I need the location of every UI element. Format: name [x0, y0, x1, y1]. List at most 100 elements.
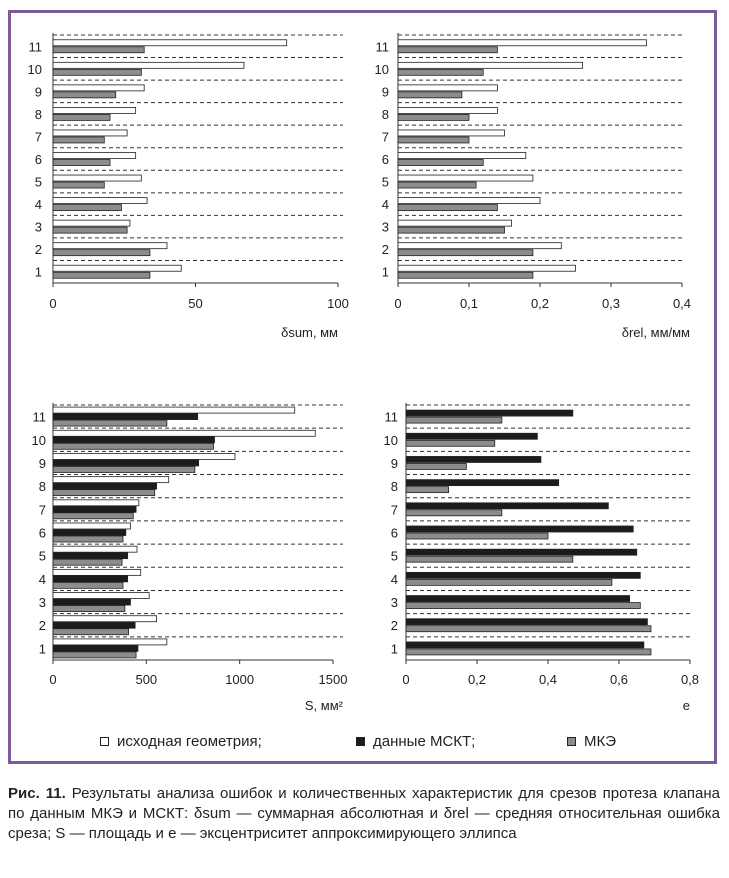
category-label: 10	[32, 433, 46, 448]
bar-original	[397, 61, 584, 69]
bar-mke	[52, 226, 128, 234]
legend-swatch-mke	[567, 737, 576, 746]
legend-label-mskt: данные МСКТ;	[373, 733, 476, 750]
bar-original	[52, 61, 245, 69]
category-label: 1	[39, 641, 46, 656]
bar-mke	[52, 204, 122, 211]
x-tick-label: 1000	[225, 672, 254, 687]
category-label: 2	[35, 242, 42, 257]
bar-mke	[52, 466, 196, 473]
category-label: 2	[39, 618, 46, 633]
bar-mskt	[405, 409, 574, 417]
legend-swatch-original	[100, 737, 109, 746]
figure-frame	[8, 10, 717, 764]
legend-label-original: исходная геометрия;	[117, 733, 262, 750]
bar-mke	[52, 651, 137, 659]
category-label: 3	[39, 595, 46, 610]
bar-mskt	[52, 529, 127, 536]
bar-mskt	[405, 525, 634, 533]
bar-mke	[52, 605, 126, 612]
bar-original	[397, 264, 576, 272]
bar-mke	[52, 249, 151, 257]
category-label: 8	[35, 107, 42, 122]
category-label: 7	[39, 502, 46, 517]
bar-mskt	[405, 432, 538, 440]
bar-original	[397, 242, 562, 250]
bar-mke	[397, 181, 477, 189]
bar-original	[52, 406, 296, 414]
bar-original	[52, 242, 168, 250]
bar-mke	[405, 509, 503, 517]
category-label: 3	[35, 220, 42, 235]
x-tick-label: 0	[394, 296, 401, 311]
category-label: 3	[391, 595, 398, 610]
category-label: 8	[382, 107, 389, 122]
legend: исходная геометрия; данные МСКТ; МКЭ	[0, 733, 729, 757]
bar-mke	[52, 114, 111, 121]
bar-original	[397, 107, 498, 114]
figure-caption: Рис. 11. Результаты анализа ошибок и кол…	[8, 784, 720, 844]
legend-item-mke: МКЭ	[567, 733, 616, 750]
bar-mskt	[52, 552, 129, 560]
category-label: 4	[35, 197, 42, 212]
category-label: 5	[391, 549, 398, 564]
bar-mke	[397, 68, 484, 76]
bar-mke	[52, 419, 168, 427]
bar-original	[52, 592, 150, 599]
bar-mskt	[52, 505, 137, 513]
x-tick-label: 0,6	[610, 672, 628, 687]
bar-mke	[405, 416, 503, 424]
x-tick-label: 0,4	[539, 672, 557, 687]
bar-original	[52, 129, 128, 137]
category-label: 1	[35, 265, 42, 280]
category-label: 7	[382, 129, 389, 144]
bar-original	[397, 197, 541, 204]
x-tick-label: 0	[49, 672, 56, 687]
x-tick-label: 0,2	[531, 296, 549, 311]
bar-original	[52, 197, 148, 204]
bar-original	[397, 84, 498, 92]
bar-original	[52, 219, 131, 227]
bar-mskt	[52, 436, 215, 444]
bar-original	[52, 476, 170, 484]
category-label: 9	[35, 84, 42, 99]
x-tick-label: 0	[402, 672, 409, 687]
x-tick-label: 500	[135, 672, 157, 687]
bar-mke	[405, 463, 467, 470]
category-label: 4	[391, 572, 398, 587]
bar-mke	[397, 249, 534, 257]
bar-mke	[405, 578, 613, 586]
bar-mskt	[405, 618, 648, 626]
bar-mke	[52, 558, 123, 566]
bar-original	[52, 152, 137, 159]
bar-original	[52, 84, 145, 92]
bar-mke	[52, 159, 111, 166]
x-tick-label: 0,8	[681, 672, 699, 687]
bar-mke	[52, 535, 124, 543]
bar-mke	[52, 628, 129, 636]
category-label: 10	[28, 62, 42, 77]
bar-mke	[405, 532, 549, 540]
bar-original	[52, 638, 168, 646]
category-label: 2	[391, 618, 398, 633]
category-label: 8	[39, 479, 46, 494]
bar-mskt	[52, 459, 200, 467]
bar-mke	[405, 439, 496, 447]
x-tick-label: 100	[327, 296, 349, 311]
bar-mskt	[405, 595, 631, 602]
category-label: 9	[382, 84, 389, 99]
bar-mke	[52, 489, 156, 497]
category-label: 6	[391, 526, 398, 541]
bar-original	[52, 615, 157, 623]
bar-mke	[52, 442, 214, 450]
x-axis-label: e	[683, 698, 690, 713]
bar-mke	[52, 271, 151, 279]
category-label: 7	[391, 502, 398, 517]
category-label: 10	[384, 433, 398, 448]
bar-mke	[405, 602, 641, 609]
x-axis-label: δrel, мм/мм	[622, 325, 690, 340]
bar-original	[397, 152, 527, 159]
bar-mskt	[52, 598, 131, 606]
category-label: 4	[39, 572, 46, 587]
bar-mke	[52, 46, 145, 54]
